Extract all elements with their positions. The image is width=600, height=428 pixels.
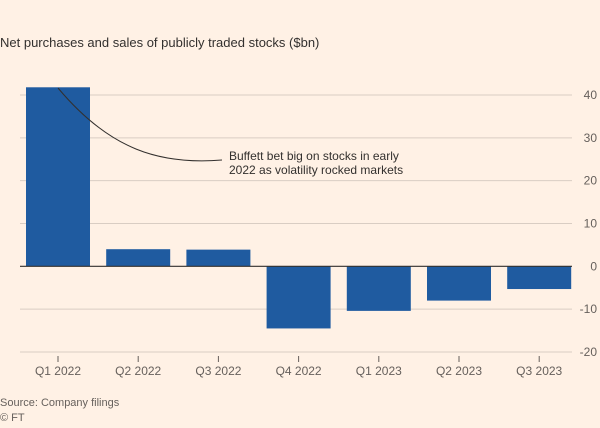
x-tick-label: Q2 2023 <box>436 364 482 378</box>
credit: © FT <box>0 412 25 424</box>
bar <box>26 87 90 267</box>
bar <box>427 266 491 301</box>
bars <box>26 87 572 329</box>
x-tick-label: Q1 2023 <box>356 364 402 378</box>
x-tick-label: Q4 2022 <box>276 364 322 378</box>
y-tick-label: 30 <box>584 131 598 145</box>
x-tick-label: Q3 2023 <box>516 364 562 378</box>
bar <box>266 266 331 329</box>
bar <box>346 266 411 311</box>
y-tick-label: -20 <box>580 345 598 359</box>
annotation-text: 2022 as volatility rocked markets <box>229 163 403 177</box>
chart-title: Net purchases and sales of publicly trad… <box>0 35 320 50</box>
x-tick-label: Q2 2022 <box>115 364 161 378</box>
annotation-leader-line <box>57 87 223 162</box>
bar <box>106 249 171 267</box>
x-tick-label: Q1 2022 <box>35 364 81 378</box>
y-tick-label: -10 <box>580 302 598 316</box>
y-tick-label: 20 <box>584 174 598 188</box>
y-tick-label: 40 <box>584 88 598 102</box>
bar <box>507 266 572 290</box>
annotation-text: Buffett bet big on stocks in early <box>229 149 399 163</box>
y-tick-label: 10 <box>584 217 598 231</box>
x-axis: Q1 2022 Q2 2022 Q3 2022 Q4 2022 Q1 2023 Q2 20… <box>35 356 563 378</box>
x-tick-label: Q3 2022 <box>195 364 241 378</box>
y-axis: 40 30 20 10 0 -10 -20 <box>580 88 598 359</box>
y-tick-label: 0 <box>590 259 597 273</box>
source-note: Source: Company filings <box>0 397 120 409</box>
bar <box>186 249 251 267</box>
